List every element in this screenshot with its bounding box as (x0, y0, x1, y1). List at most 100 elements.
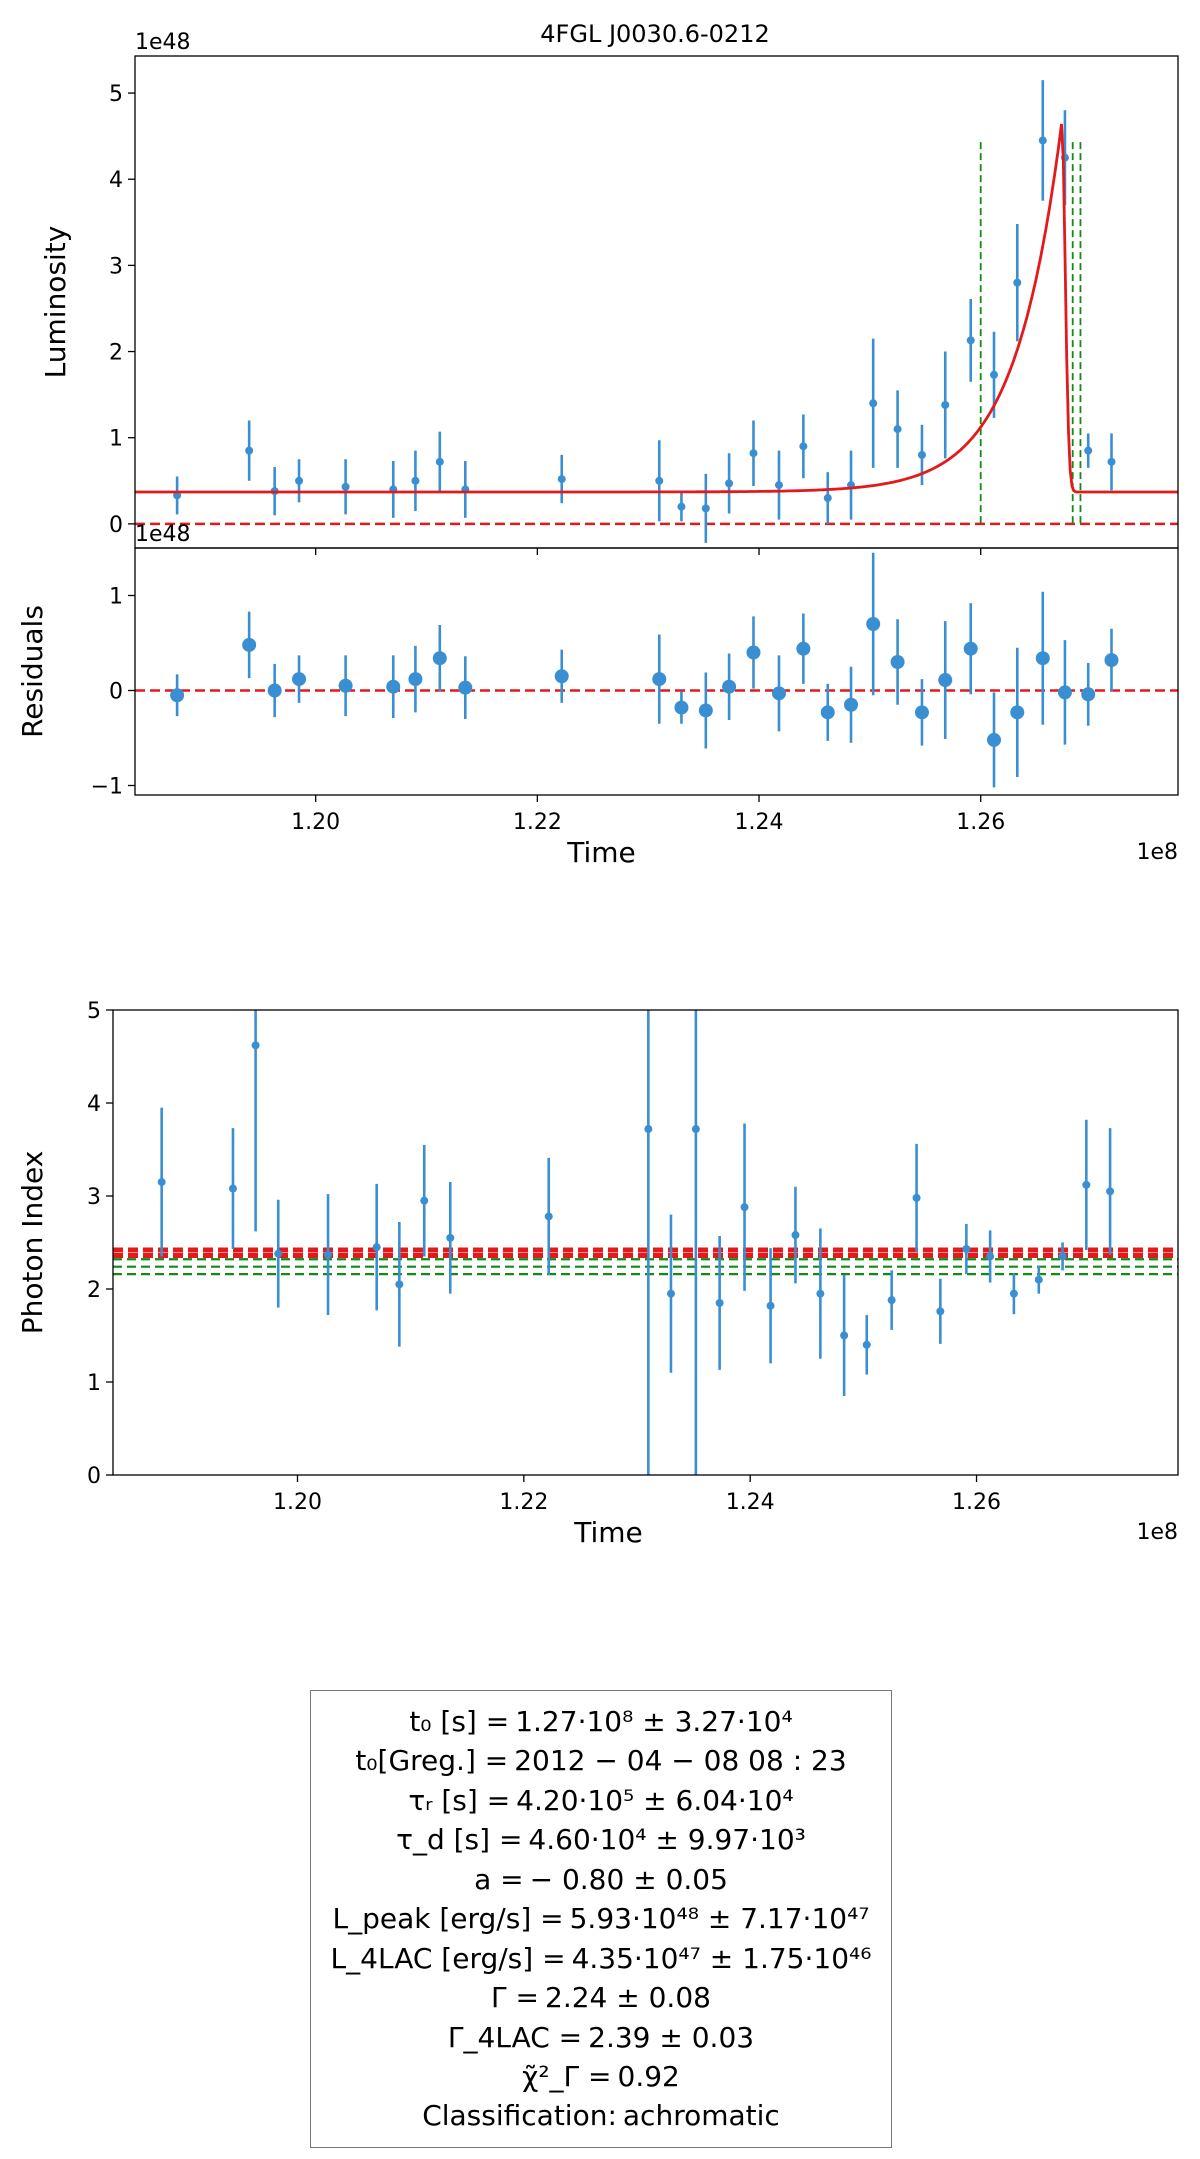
y-tick-label: 2 (87, 1278, 101, 1303)
data-point (267, 683, 282, 698)
data-point (245, 446, 254, 455)
fit-parameter-label: L_peak [erg/s] = (332, 1902, 564, 1936)
fit-parameter-value: 1.27·10⁸ ± 3.27·10⁴ (515, 1705, 793, 1739)
data-point (173, 491, 182, 500)
x-tick-label: 1.24 (735, 810, 784, 835)
data-point (698, 703, 713, 718)
y-tick-label: 3 (109, 254, 123, 279)
y-tick-label: 4 (109, 168, 123, 193)
data-point (941, 400, 950, 409)
fit-parameter-row: L_4LAC [erg/s] = 4.35·10⁴⁷ ± 1.75·10⁴⁶ (331, 1941, 872, 1975)
data-point (746, 645, 761, 660)
data-point (435, 457, 444, 466)
y-tick-label: 3 (87, 1185, 101, 1210)
y-axis-label: Photon Index (16, 1151, 49, 1335)
data-point (722, 679, 737, 694)
data-point (799, 442, 808, 451)
data-point (701, 504, 710, 513)
data-point (1009, 1289, 1018, 1298)
data-point (1107, 457, 1116, 466)
data-point (823, 494, 832, 503)
photon-index-panel: 0 1 2 3 4 5 1.20 1.22 1.24 1.26 Photon Index Time 1e… (16, 999, 1179, 1549)
data-point (395, 1280, 404, 1289)
residuals-panel: −1 0 1 1.20 1.22 1.24 1.26 Residuals Time 1e48 1e8 (16, 522, 1179, 869)
y-scale-label: 1e48 (135, 522, 191, 547)
y-tick-label: 4 (87, 1092, 101, 1117)
data-point (228, 1184, 237, 1193)
data-point (791, 1231, 800, 1240)
data-point (420, 1196, 429, 1205)
fit-parameter-row: Γ_4LAC = 2.39 ± 0.03 (447, 2020, 755, 2054)
data-point (869, 399, 878, 408)
y-tick-label: 1 (87, 1371, 101, 1396)
x-axis-label: Time (573, 1516, 643, 1549)
x-tick-label: 1.22 (499, 1490, 548, 1515)
data-point (677, 502, 686, 511)
y-tick-label: 5 (87, 999, 101, 1024)
data-point (251, 1041, 260, 1050)
y-tick-label: 1 (109, 427, 123, 452)
y-tick-label: 0 (109, 513, 123, 538)
data-point (936, 1307, 945, 1316)
data-point (1058, 1252, 1067, 1261)
y-tick-label: 0 (87, 1464, 101, 1489)
x-axis-label: Time (566, 836, 636, 869)
data-point (1084, 446, 1093, 455)
axes-frame (134, 547, 1179, 796)
fit-parameter-value: 2.24 ± 0.08 (545, 1981, 711, 2015)
data-point (1013, 278, 1022, 287)
data-point (740, 1203, 749, 1212)
luminosity-panel: 0 1 2 3 4 5 Luminosity 4FGL J0030.6-0212 1e48 (39, 20, 1179, 555)
fit-parameter-value: 4.35·10⁴⁷ ± 1.75·10⁴⁶ (571, 1941, 872, 1975)
data-point (170, 688, 185, 703)
data-point (1034, 1275, 1043, 1284)
data-point (372, 1243, 381, 1252)
data-point (691, 1125, 700, 1134)
fit-parameter-label: t₀ [s] = (409, 1705, 510, 1739)
data-point (816, 1289, 825, 1298)
data-point (666, 1289, 675, 1298)
data-point (242, 637, 257, 652)
fit-parameters-box: t₀ [s] = 1.27·10⁸ ± 3.27·10⁴ t₀[Greg.] = 20… (310, 1690, 892, 2148)
y-axis-label: Residuals (16, 605, 49, 738)
axes-frame (134, 55, 1179, 549)
y-tick-label: −1 (91, 775, 123, 800)
data-point (557, 475, 566, 484)
data-point (274, 1249, 283, 1258)
data-point (987, 732, 1002, 747)
data-point (157, 1178, 166, 1187)
data-point (887, 1296, 896, 1305)
fit-parameter-value: 4.20·10⁵ ± 6.04·10⁴ (516, 1783, 794, 1817)
fit-parameter-row: τᵣ [s] = 4.20·10⁵ ± 6.04·10⁴ (408, 1783, 794, 1817)
plot-area (135, 552, 1178, 788)
data-point (408, 672, 423, 687)
x-scale-label: 1e8 (1136, 840, 1178, 865)
data-point (341, 482, 350, 491)
data-point (966, 336, 975, 345)
fit-parameter-label: Γ_4LAC = (447, 2020, 583, 2054)
fit-curve (135, 123, 1178, 494)
data-point (766, 1301, 775, 1310)
data-point (796, 641, 811, 656)
fit-parameter-label: τᵣ [s] = (408, 1783, 511, 1817)
data-point (1057, 685, 1072, 700)
axes-frame (112, 1009, 1179, 1476)
data-point (411, 476, 420, 485)
fit-parameter-value: 2012 − 04 − 08 08 : 23 (514, 1744, 847, 1778)
x-tick-label: 1.24 (726, 1490, 775, 1515)
data-point (725, 479, 734, 488)
fit-parameter-row: t₀ [s] = 1.27·10⁸ ± 3.27·10⁴ (409, 1705, 793, 1739)
fit-parameter-value: 2.39 ± 0.03 (588, 2020, 755, 2054)
data-point (1082, 1180, 1091, 1189)
fit-parameter-row: a = − 0.80 ± 0.05 (474, 1862, 728, 1896)
data-point (962, 1245, 971, 1254)
data-point (990, 370, 999, 379)
chart-title: 4FGL J0030.6-0212 (540, 20, 769, 48)
data-point (338, 678, 353, 693)
fit-parameter-value: achromatic (622, 2099, 780, 2133)
plot-area (113, 1010, 1178, 1475)
plot-area (135, 80, 1178, 543)
data-point (292, 672, 307, 687)
figure: 0 1 2 3 4 5 Luminosity 4FGL J0030.6-0212 1e48 −1… (16, 20, 1179, 1549)
fit-parameter-label: a = (474, 1862, 524, 1896)
